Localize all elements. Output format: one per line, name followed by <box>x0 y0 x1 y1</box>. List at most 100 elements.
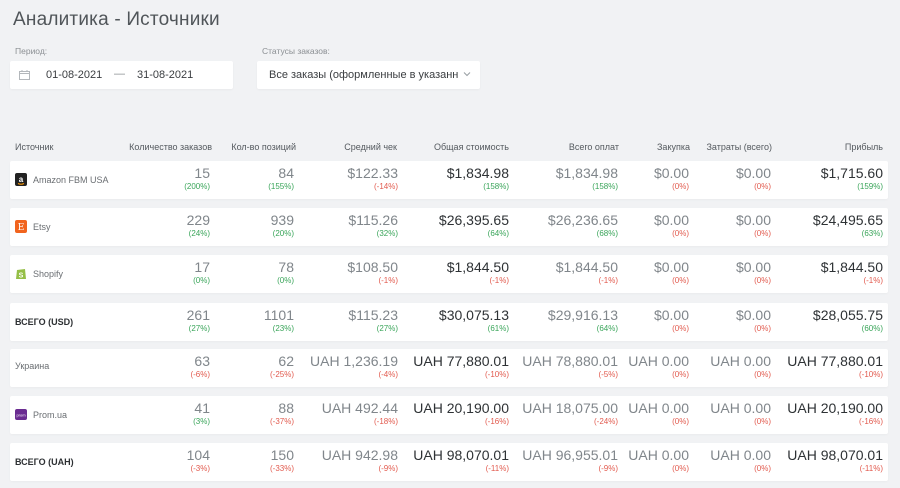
status-label: Статусы заказов: <box>262 46 330 56</box>
paid-cell: $29,916.13 (64%) <box>548 307 618 334</box>
orders-change: (3%) <box>193 417 210 426</box>
purchase-cell: UAH 0.00 (0%) <box>628 447 689 474</box>
chevron-down-icon <box>463 72 471 77</box>
items-change: (0%) <box>277 276 294 285</box>
profit-value: UAH 77,880.01 <box>787 353 883 369</box>
paid-change: (68%) <box>596 229 618 238</box>
col-orders[interactable]: Количество заказов <box>129 142 212 152</box>
profit-value: UAH 98,070.01 <box>787 447 883 463</box>
date-range-picker[interactable]: 01-08-2021 — 31-08-2021 <box>10 61 233 89</box>
date-to[interactable]: 31-08-2021 <box>137 69 194 81</box>
items-value: 1101 <box>263 307 294 323</box>
profit-cell: $28,055.75 (60%) <box>813 307 883 334</box>
table-row[interactable]: ВСЕГО (USD) 261 (27%) 1101 (23%) $115.23 (27%)… <box>10 303 888 341</box>
paid-value: $1,844.50 <box>555 259 618 275</box>
profit-cell: UAH 20,190.00 (-16%) <box>787 400 883 427</box>
items-change: (155%) <box>268 182 294 191</box>
paid-value: $29,916.13 <box>547 307 618 323</box>
col-source[interactable]: Источник <box>15 142 54 152</box>
profit-cell: $1,715.60 (159%) <box>821 165 883 192</box>
table-header: Источник Количество заказов Кол-во позиц… <box>0 137 900 157</box>
total-value: UAH 98,070.01 <box>413 447 509 463</box>
profit-change: (159%) <box>857 182 883 191</box>
orders-cell: 15 (200%) <box>184 165 210 192</box>
avg-cell: UAH 942.98 (-9%) <box>322 447 398 474</box>
purchase-value: $0.00 <box>653 165 689 181</box>
order-status-select[interactable]: Все заказы (оформленные в указанный пери… <box>257 61 480 89</box>
items-cell: 939 (20%) <box>271 212 294 239</box>
profit-value: $1,844.50 <box>820 259 883 275</box>
costs-value: $0.00 <box>735 307 771 323</box>
table-row[interactable]: prom Prom.ua 41 (3%) 88 (-37%) UAH 492.44 (-18%… <box>10 396 888 434</box>
table-row[interactable]: S Shopify 17 (0%) 78 (0%) $108.50 (-1%) $1,844.5… <box>10 255 888 293</box>
etsy-icon: E <box>15 220 27 233</box>
col-paid[interactable]: Всего оплат <box>568 142 619 152</box>
profit-value: UAH 20,190.00 <box>787 400 883 416</box>
paid-cell: UAH 18,075.00 (-24%) <box>522 400 618 427</box>
col-avg[interactable]: Средний чек <box>344 142 397 152</box>
svg-text:S: S <box>19 273 24 280</box>
table-row[interactable]: ВСЕГО (UAH) 104 (-3%) 150 (-33%) UAH 942.98 (-… <box>10 443 888 481</box>
amazon-icon: a <box>15 173 27 186</box>
avg-value: $122.33 <box>347 165 398 181</box>
source-name: Amazon FBM USA <box>33 174 109 185</box>
items-cell: 88 (-37%) <box>270 400 294 427</box>
items-value: 78 <box>278 259 294 275</box>
source-cell: S Shopify <box>15 267 63 280</box>
paid-change: (-1%) <box>598 276 618 285</box>
table-row[interactable]: Украина 63 (-6%) 62 (-25%) UAH 1,236.19 (-4%) U… <box>10 349 888 387</box>
costs-cell: UAH 0.00 (0%) <box>710 400 771 427</box>
purchase-value: UAH 0.00 <box>628 447 689 463</box>
purchase-cell: $0.00 (0%) <box>654 259 689 286</box>
col-total[interactable]: Общая стоимость <box>434 142 509 152</box>
purchase-cell: UAH 0.00 (0%) <box>628 400 689 427</box>
avg-value: UAH 942.98 <box>321 447 398 463</box>
profit-change: (-10%) <box>858 370 883 379</box>
svg-text:a: a <box>19 175 24 184</box>
source-cell: prom Prom.ua <box>15 408 67 421</box>
costs-change: (0%) <box>754 276 771 285</box>
col-costs[interactable]: Затраты (всего) <box>706 142 772 152</box>
items-value: 88 <box>278 400 294 416</box>
total-cell: UAH 98,070.01 (-11%) <box>413 447 509 474</box>
avg-change: (-1%) <box>378 276 398 285</box>
paid-value: UAH 18,075.00 <box>522 400 618 416</box>
avg-value: $108.50 <box>347 259 398 275</box>
shopify-icon: S <box>15 267 27 280</box>
table-row[interactable]: a Amazon FBM USA 15 (200%) 84 (155%) $122.33 (-… <box>10 161 888 199</box>
costs-cell: $0.00 (0%) <box>736 165 771 192</box>
calendar-icon <box>19 70 30 80</box>
date-from[interactable]: 01-08-2021 <box>46 69 103 81</box>
paid-cell: $26,236.65 (68%) <box>548 212 618 239</box>
avg-change: (-9%) <box>378 464 398 473</box>
col-profit[interactable]: Прибыль <box>844 142 883 152</box>
total-change: (-16%) <box>484 417 509 426</box>
total-change: (-1%) <box>489 276 509 285</box>
orders-cell: 63 (-6%) <box>190 353 210 380</box>
orders-change: (24%) <box>188 229 210 238</box>
avg-cell: $108.50 (-1%) <box>347 259 398 286</box>
profit-value: $1,715.60 <box>820 165 883 181</box>
profit-change: (-16%) <box>858 417 883 426</box>
items-change: (-25%) <box>269 370 294 379</box>
col-items[interactable]: Кол-во позиций <box>231 142 296 152</box>
avg-value: UAH 1,236.19 <box>310 353 398 369</box>
col-purchase[interactable]: Закупка <box>657 142 690 152</box>
total-cell: $26,395.65 (64%) <box>439 212 509 239</box>
orders-change: (27%) <box>188 324 210 333</box>
costs-value: $0.00 <box>735 259 771 275</box>
table-row[interactable]: E Etsy 229 (24%) 939 (20%) $115.26 (32%) $26,395… <box>10 208 888 246</box>
paid-change: (-5%) <box>598 370 618 379</box>
total-value: $1,834.98 <box>446 165 509 181</box>
items-change: (20%) <box>272 229 294 238</box>
orders-value: 63 <box>194 353 210 369</box>
paid-value: UAH 78,880.01 <box>522 353 618 369</box>
orders-cell: 229 (24%) <box>187 212 210 239</box>
profit-change: (-1%) <box>863 276 883 285</box>
costs-change: (0%) <box>754 182 771 191</box>
avg-cell: $115.23 (27%) <box>348 307 398 334</box>
source-cell: a Amazon FBM USA <box>15 173 109 186</box>
purchase-value: $0.00 <box>653 307 689 323</box>
avg-value: UAH 492.44 <box>321 400 398 416</box>
paid-change: (-9%) <box>598 464 618 473</box>
